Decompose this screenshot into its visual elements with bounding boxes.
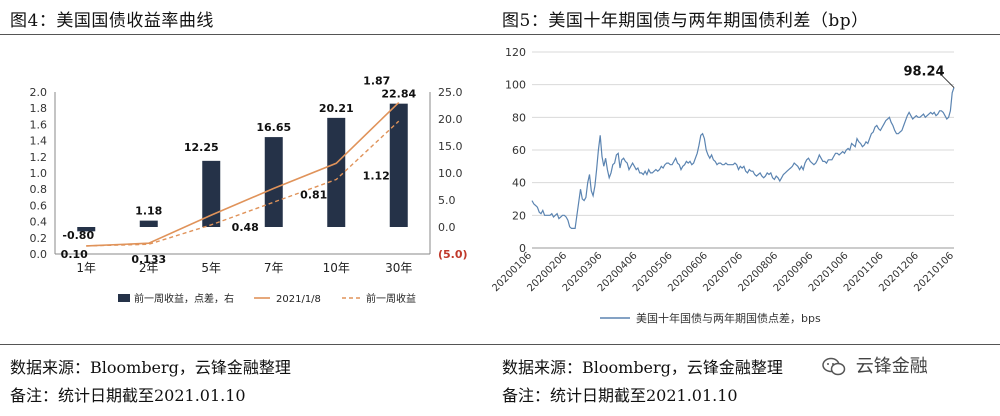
left-note-text: 备注：统计日期截至2021.01.10: [10, 386, 246, 405]
line-data-label: 0.81: [300, 188, 327, 201]
x-tick-label: 30年: [385, 261, 412, 275]
right-y-tick-label: 5.0: [438, 194, 456, 207]
yield-curve-chart: 0.0 0.2 0.4 0.6 0.8 1.0 1.2 1.4 1.6 1.8 2.0 (5.0) 0.…: [30, 75, 468, 305]
spread-line-chart: 02040608010012098.2420200106202002062020…: [492, 46, 956, 325]
left-y-tick-label: 2.0: [30, 86, 48, 99]
bar-weekly-change: [139, 220, 158, 227]
bar-weekly-change: [264, 137, 283, 227]
bar-data-label: 1.18: [135, 205, 162, 218]
right-title-rule: [492, 34, 1000, 35]
line-data-label: 1.87: [363, 75, 390, 88]
left-footer-rule: [0, 344, 492, 345]
bar-data-label: 12.25: [184, 141, 219, 154]
y-tick-label: 80: [512, 111, 526, 124]
right-y-tick-label: 0.0: [438, 221, 456, 234]
right-note-text: 备注：统计日期截至2021.01.10: [502, 386, 738, 405]
x-tick-label: 7年: [264, 261, 284, 275]
left-source-text: 数据来源：Bloomberg，云锋金融整理: [10, 358, 291, 377]
right-source-text: 数据来源：Bloomberg，云锋金融整理: [502, 358, 783, 377]
annotation-label: 98.24: [903, 65, 944, 80]
line-data-label: 0.48: [232, 221, 259, 234]
annotation-leader-line: [939, 73, 955, 88]
bar-data-label: 16.65: [256, 121, 291, 134]
legend-label: 2021/1/8: [276, 294, 321, 305]
line-data-label: 0.133: [131, 253, 166, 266]
left-y-tick-label: 0.6: [30, 199, 48, 212]
bar-weekly-change: [202, 160, 221, 227]
bar-data-label: 22.84: [381, 88, 416, 101]
right-y-tick-label: 25.0: [438, 86, 463, 99]
legend-swatch-bar: [118, 294, 130, 302]
line-data-label: 1.12: [363, 169, 390, 182]
right-y-tick-label: (5.0): [438, 248, 468, 261]
left-title-rule: [0, 34, 492, 35]
x-tick-label: 1年: [76, 261, 96, 275]
right-figure-title: 图5：美国十年期国债与两年期国债利差（bp）: [502, 11, 869, 31]
right-y-tick-label: 20.0: [438, 113, 463, 126]
bar-weekly-change: [389, 103, 408, 227]
y-tick-label: 20: [512, 209, 526, 222]
left-y-tick-label: 0.4: [30, 216, 48, 229]
left-figure-panel: 图4：美国国债收益率曲线 0.0 0.2 0.4 0.6 0.8 1.0 1.2 1.4 1.6…: [0, 0, 492, 416]
x-tick-label: 5年: [201, 261, 221, 275]
watermark: 云锋金融: [822, 352, 928, 378]
y-tick-label: 0: [519, 242, 526, 255]
left-figure-title: 图4：美国国债收益率曲线: [10, 11, 214, 31]
bar-weekly-change: [327, 117, 346, 227]
watermark-text: 云锋金融: [855, 356, 928, 377]
x-tick-label: 2年: [139, 261, 159, 275]
y-tick-label: 120: [505, 46, 526, 59]
spread-series-line: [531, 87, 955, 229]
bar-data-label: -0.80: [62, 229, 94, 242]
left-y-tick-label: 1.2: [30, 151, 48, 164]
y-tick-label: 60: [512, 144, 526, 157]
yield-2021-01-08-line: [86, 101, 400, 247]
bar-weekly-change: [77, 227, 96, 232]
legend-label: 前一周收益，点差，右: [134, 292, 234, 305]
left-y-tick-label: 1.4: [30, 135, 48, 148]
left-y-tick-label: 0.0: [30, 248, 48, 261]
left-y-tick-label: 1.8: [30, 102, 48, 115]
previous-week-yield-line: [86, 120, 400, 247]
legend-label: 前一周收益: [366, 292, 416, 305]
bar-data-label: 20.21: [319, 102, 354, 115]
left-y-tick-label: 1.0: [30, 167, 48, 180]
wechat-logo-icon: [822, 357, 846, 376]
left-y-tick-label: 0.2: [30, 232, 48, 245]
right-y-tick-label: 10.0: [438, 167, 463, 180]
y-tick-label: 100: [505, 79, 526, 92]
y-tick-label: 40: [512, 177, 526, 190]
legend-label: 美国十年国债与两年期国债点差，bps: [636, 311, 821, 325]
x-tick-label: 10年: [323, 261, 350, 275]
line-data-label: 0.10: [61, 248, 88, 261]
left-y-tick-label: 0.8: [30, 183, 48, 196]
left-y-tick-label: 1.6: [30, 118, 48, 131]
right-figure-panel: 图5：美国十年期国债与两年期国债利差（bp） 0 20 40 60 80 100 120 98…: [492, 0, 1000, 416]
right-footer-rule: [492, 344, 1000, 345]
right-y-tick-label: 15.0: [438, 140, 463, 153]
